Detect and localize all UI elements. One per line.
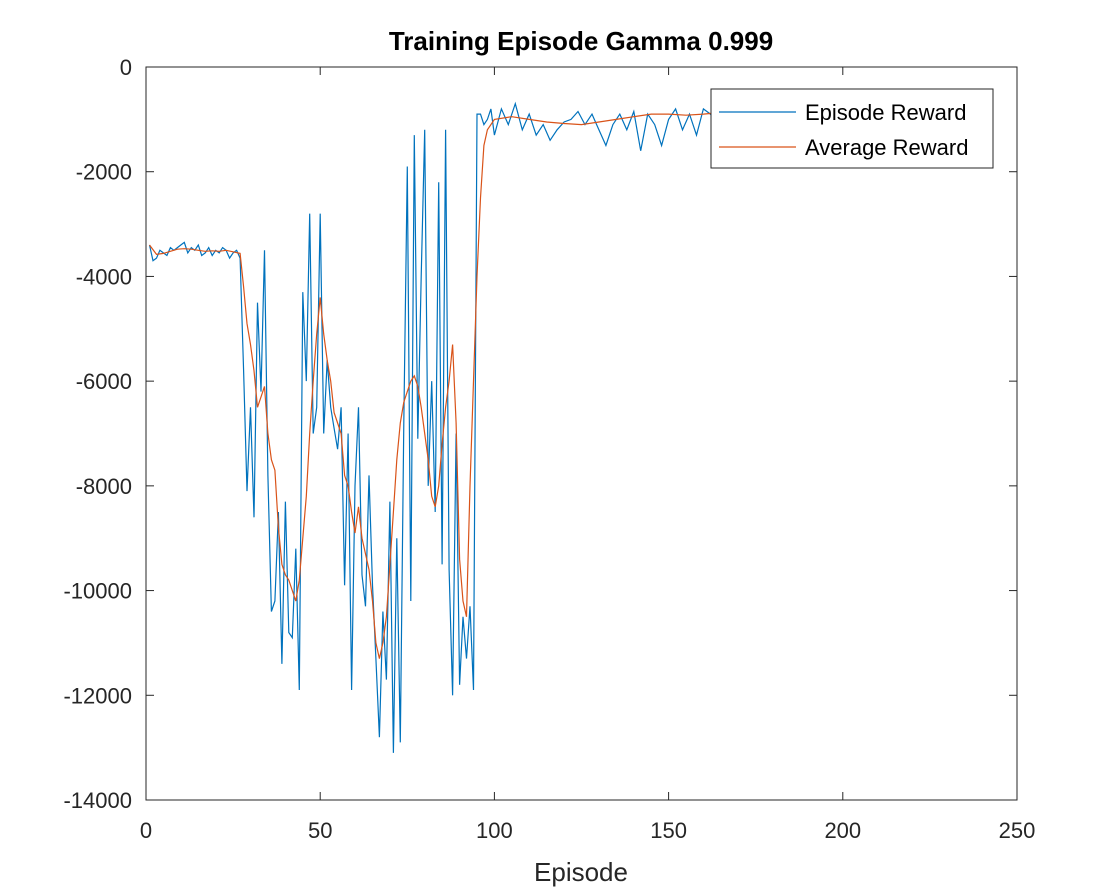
y-tick-label: -10000 xyxy=(63,579,132,604)
y-tick-label: -6000 xyxy=(76,369,132,394)
series-line-2 xyxy=(149,112,714,659)
legend-label-2: Average Reward xyxy=(805,135,968,160)
axes-box xyxy=(145,66,1018,801)
legend: Episode Reward Average Reward xyxy=(710,88,994,169)
y-tick-label: -8000 xyxy=(76,474,132,499)
y-tick-label: -14000 xyxy=(63,788,132,813)
legend-label-1: Episode Reward xyxy=(805,100,966,125)
x-tick-label: 150 xyxy=(650,818,687,843)
y-tick-label: -2000 xyxy=(76,160,132,185)
y-tick-label: 0 xyxy=(120,55,132,80)
plot-area: 0 50 100 150 200 250 0 -2000 -4000 -6000 -8000 -100… xyxy=(63,55,1035,843)
x-tick-label: 200 xyxy=(824,818,861,843)
legend-box xyxy=(710,88,994,169)
chart-title: Training Episode Gamma 0.999 xyxy=(389,26,773,56)
x-tick-label: 0 xyxy=(140,818,152,843)
y-tick-label: -12000 xyxy=(63,683,132,708)
y-tick-label: -4000 xyxy=(76,264,132,289)
x-axis-label: Episode xyxy=(534,857,628,887)
x-tick-label: 100 xyxy=(476,818,513,843)
x-tick-label: 50 xyxy=(308,818,332,843)
x-tick-label: 250 xyxy=(999,818,1036,843)
